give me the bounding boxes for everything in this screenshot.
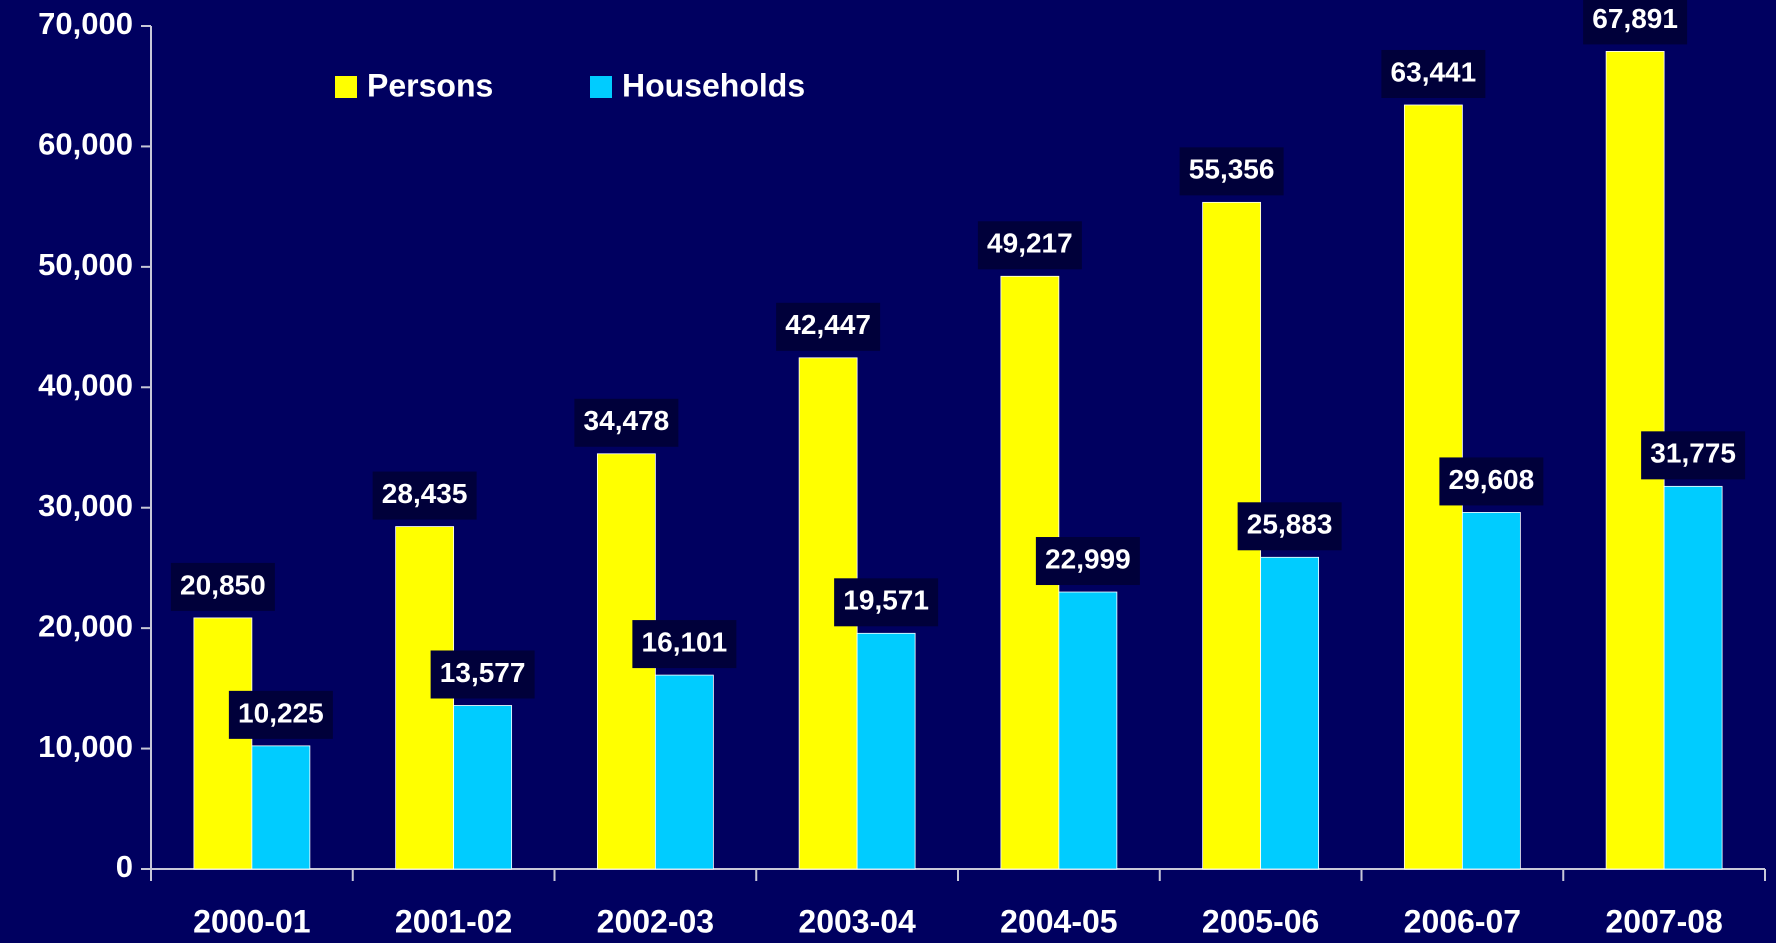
y-tick-label: 70,000	[38, 6, 133, 41]
value-label-box	[1035, 537, 1140, 586]
y-tick-label: 30,000	[38, 488, 133, 523]
y-tick-label: 40,000	[38, 367, 133, 402]
bar	[856, 632, 916, 870]
x-tick-label: 2003-04	[798, 903, 916, 939]
x-tick-label: 2005-06	[1202, 903, 1319, 939]
value-label: 34,478	[584, 405, 670, 436]
value-label-box	[372, 471, 477, 520]
value-label-box	[574, 398, 679, 447]
value-label-box	[430, 650, 535, 699]
value-label: 28,435	[382, 478, 468, 509]
bar	[1260, 556, 1320, 870]
value-label-box	[834, 578, 939, 627]
value-label: 20,850	[180, 569, 266, 600]
bar	[453, 705, 513, 870]
value-label-box	[1641, 431, 1746, 480]
x-tick-label: 2002-03	[597, 903, 714, 939]
bar	[251, 745, 311, 870]
legend-swatch	[335, 76, 357, 98]
legend-label: Households	[622, 67, 805, 103]
value-label-box	[1179, 147, 1284, 196]
y-tick-label: 0	[116, 849, 133, 884]
value-label-box	[632, 620, 737, 669]
value-label-box	[228, 690, 333, 739]
value-label: 29,608	[1449, 464, 1535, 495]
value-label-box	[1381, 49, 1486, 98]
value-label: 63,441	[1391, 56, 1477, 87]
value-label: 42,447	[785, 309, 871, 340]
x-tick-label: 2007-08	[1605, 903, 1722, 939]
bar	[1461, 512, 1521, 870]
y-tick-label: 10,000	[38, 729, 133, 764]
value-label-box	[1583, 0, 1688, 45]
legend-swatch	[590, 76, 612, 98]
value-label: 13,577	[440, 657, 526, 688]
value-label: 31,775	[1650, 438, 1736, 469]
value-label-box	[776, 302, 881, 351]
value-label: 67,891	[1592, 3, 1678, 34]
value-label-box	[1237, 502, 1342, 551]
bar	[1663, 485, 1723, 870]
y-tick-label: 50,000	[38, 247, 133, 282]
value-label-box	[977, 221, 1082, 270]
x-tick-label: 2000-01	[193, 903, 310, 939]
value-label: 55,356	[1189, 154, 1275, 185]
legend-label: Persons	[367, 67, 493, 103]
value-label: 10,225	[238, 697, 324, 728]
value-label: 16,101	[642, 626, 728, 657]
x-tick-label: 2004-05	[1000, 903, 1117, 939]
value-label-box	[170, 562, 275, 611]
x-tick-label: 2006-07	[1404, 903, 1521, 939]
value-label: 49,217	[987, 228, 1073, 259]
value-label: 19,571	[843, 585, 929, 616]
y-tick-label: 60,000	[38, 127, 133, 162]
x-tick-label: 2001-02	[395, 903, 512, 939]
value-label-box	[1439, 457, 1544, 506]
bar	[1058, 591, 1118, 870]
y-tick-label: 20,000	[38, 608, 133, 643]
value-label: 22,999	[1045, 543, 1131, 574]
value-label: 25,883	[1247, 509, 1333, 540]
bar	[654, 674, 714, 870]
bar	[193, 617, 253, 870]
